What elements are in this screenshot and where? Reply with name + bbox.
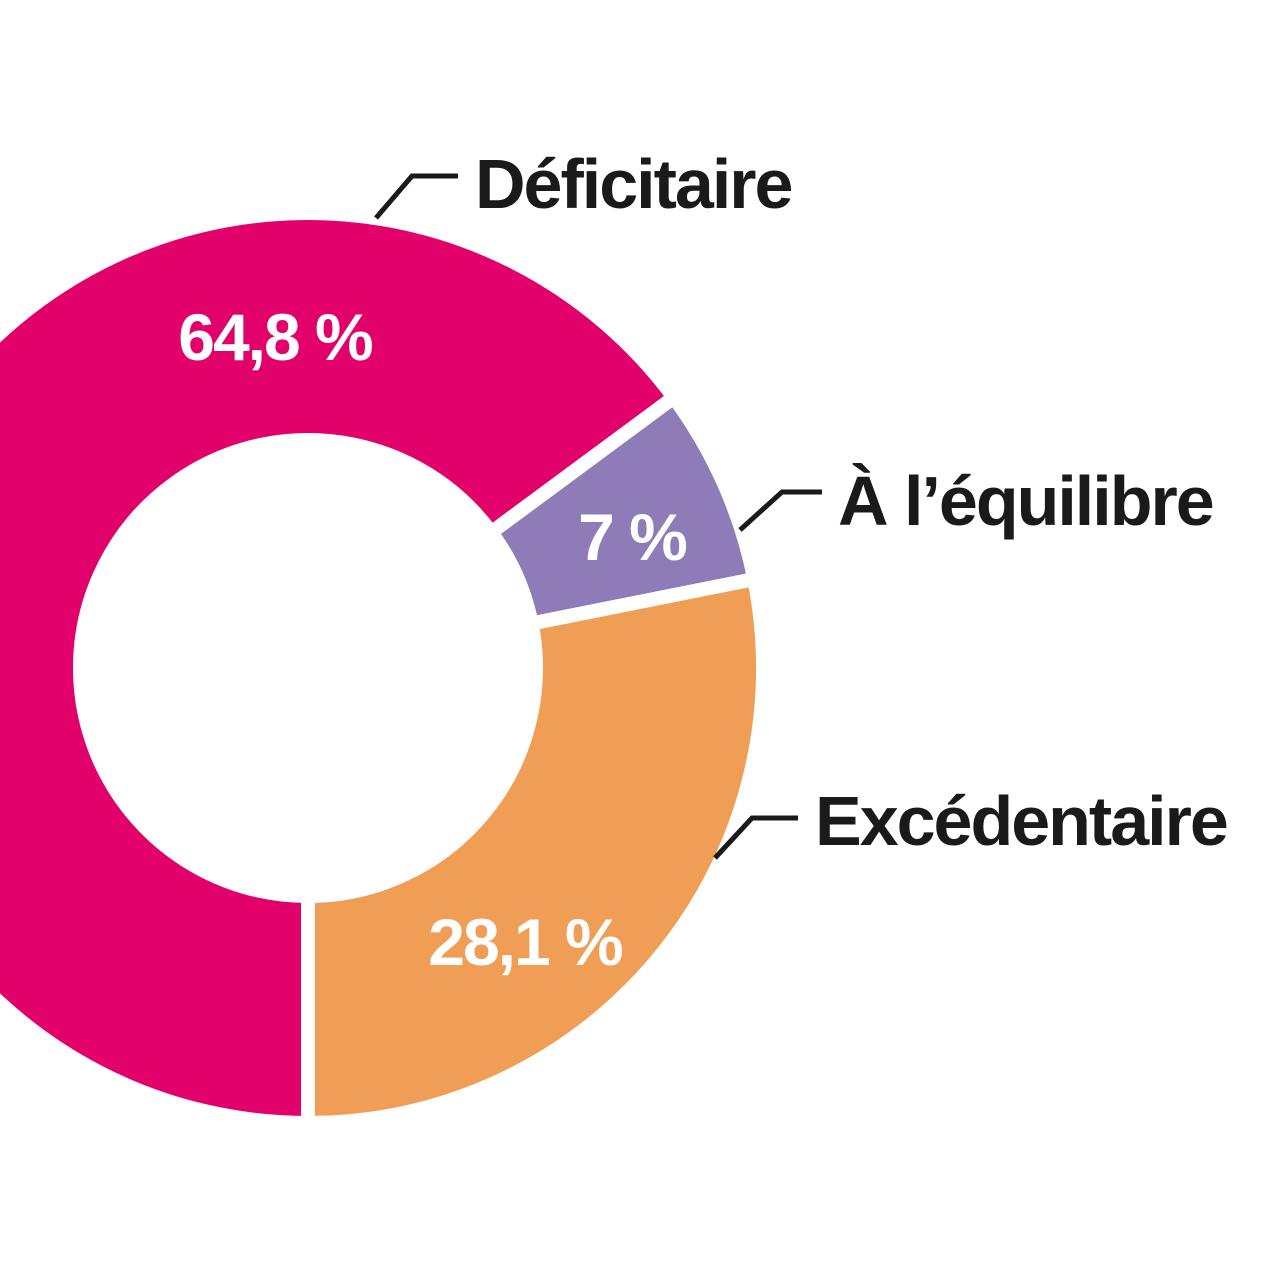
slice-excedentaire [301,570,770,1131]
slice-deficitaire [0,206,684,1131]
slice-value-label-excedentaire: 28,1 % [428,905,622,979]
leader-line-equilibre [738,489,822,532]
leader-lines [374,173,822,860]
leader-line-excedentaire [713,815,798,860]
slice-value-label-equilibre: 7 % [578,500,686,574]
donut-slices [0,206,770,1131]
category-label-deficitaire: Déficitaire [475,145,792,223]
category-label-excedentaire: Excédentaire [815,782,1227,860]
leader-line-deficitaire [374,173,458,220]
category-label-equilibre: À l’équilibre [838,462,1213,540]
slice-value-label-deficitaire: 64,8 % [178,300,372,374]
